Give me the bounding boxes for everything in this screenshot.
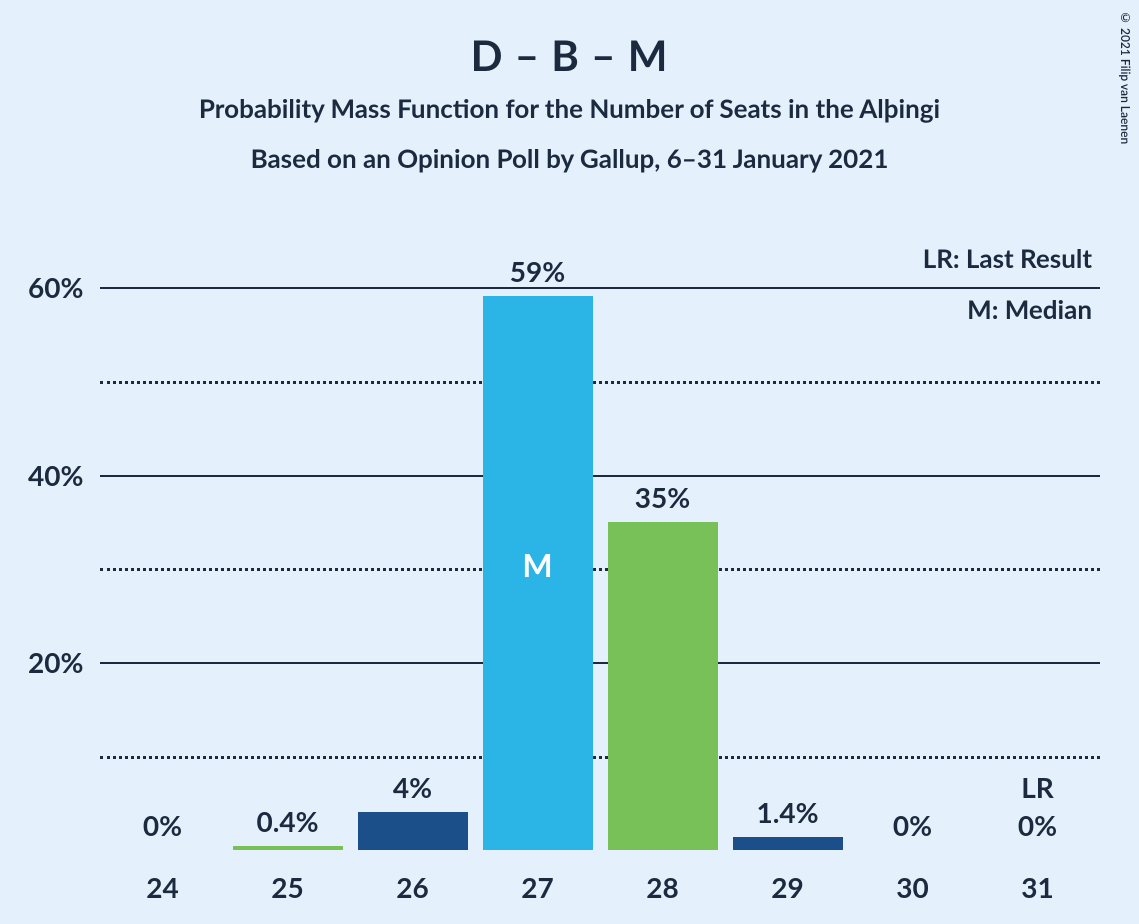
y-axis-label: 60% [28,270,83,304]
subtitle-2: Based on an Opinion Poll by Gallup, 6–31… [0,142,1139,174]
bar-slot: 0.4% [233,240,343,850]
y-axis-label: 40% [28,458,83,492]
chart-page: © 2021 Filip van Laenen D – B – M Probab… [0,0,1139,924]
lr-marker: LR [983,770,1093,804]
bar-slot: 0% [858,240,968,850]
bar-value-label: 1.4% [733,795,843,829]
bar [358,812,468,850]
subtitle-1: Probability Mass Function for the Number… [0,92,1139,124]
bar-value-label: 35% [608,480,718,514]
x-axis-label: 28 [600,870,725,904]
bar-slot: 0% LR [983,240,1093,850]
legend-median: M: Median [967,293,1092,325]
x-axis-label: 31 [975,870,1100,904]
plot-area: 20%40%60%0%240.4%254%2659%M2735%281.4%29… [100,240,1100,850]
bar [233,846,343,850]
x-axis-label: 24 [100,870,225,904]
bar-chart: 20%40%60%0%240.4%254%2659%M2735%281.4%29… [100,240,1100,850]
bar-value-label: 0% [858,808,968,842]
bar-slot: 1.4% [733,240,843,850]
bar-slot: 59% M [483,240,593,850]
y-axis-label: 20% [28,645,83,679]
bar-value-label: 0% [108,808,218,842]
x-axis-label: 25 [225,870,350,904]
bar-slot: 35% [608,240,718,850]
x-axis-label: 27 [475,870,600,904]
x-axis-label: 29 [725,870,850,904]
median-marker: M [483,545,593,584]
bar-value-label: 59% [483,254,593,288]
bar-slot: 4% [358,240,468,850]
main-title: D – B – M [0,30,1139,80]
bar-value-label: 4% [358,770,468,804]
bar-value-label: 0.4% [233,804,343,838]
bar [608,522,718,850]
legend-lr: LR: Last Result [923,242,1092,274]
x-axis-label: 26 [350,870,475,904]
bar-slot: 0% [108,240,218,850]
x-axis-label: 30 [850,870,975,904]
bar-value-label: 0% [983,808,1093,842]
bar [733,837,843,850]
